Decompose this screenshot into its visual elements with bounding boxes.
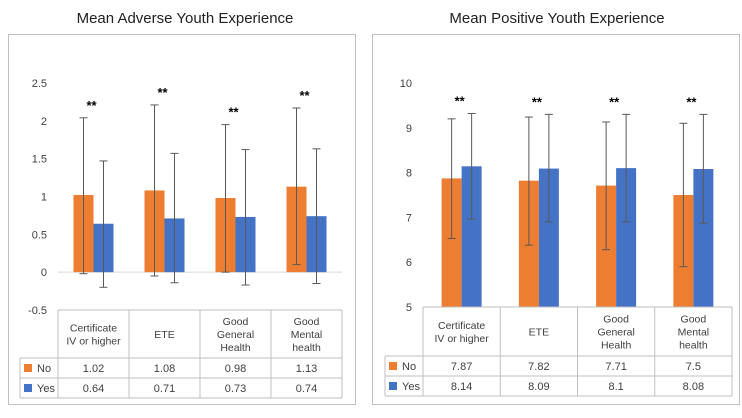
y-tick-label: 10 xyxy=(400,78,412,90)
table-value-no: 1.02 xyxy=(83,363,104,375)
category-label: General xyxy=(597,327,634,339)
table-value-no: 1.13 xyxy=(296,363,317,375)
table-value-no: 0.98 xyxy=(225,363,246,375)
y-tick-label: 8 xyxy=(406,168,412,180)
table-value-yes: 8.09 xyxy=(528,381,549,393)
category-label: Mental xyxy=(291,329,323,341)
category-label: Certificate xyxy=(438,320,485,332)
chart-frame xyxy=(8,34,356,405)
significance-marker: ** xyxy=(455,93,466,108)
y-tick-label: 6 xyxy=(406,257,412,269)
significance-marker: ** xyxy=(86,98,97,113)
table-value-yes: 0.71 xyxy=(154,383,175,395)
y-tick-label: 7 xyxy=(406,212,412,224)
chart-frame xyxy=(372,34,740,405)
table-value-yes: 8.1 xyxy=(608,381,623,393)
table-value-yes: 8.14 xyxy=(451,381,472,393)
category-label: IV or higher xyxy=(434,333,489,345)
legend-label-no: No xyxy=(37,363,51,375)
table-value-no: 7.5 xyxy=(686,361,701,373)
category-label: IV or higher xyxy=(66,336,121,348)
y-tick-label: 5 xyxy=(406,302,412,314)
y-tick-label: 1.5 xyxy=(32,154,47,166)
y-tick-label: 9 xyxy=(406,123,412,135)
legend-key-yes xyxy=(389,382,397,390)
legend-key-yes xyxy=(24,384,32,392)
y-tick-label: 1 xyxy=(41,192,47,204)
bar-yes-2 xyxy=(538,168,559,307)
y-tick-label: 2.5 xyxy=(32,78,47,90)
category-label: Certificate xyxy=(70,323,117,335)
y-tick-label: 0.5 xyxy=(32,229,47,241)
table-value-yes: 0.74 xyxy=(296,383,317,395)
adverse-experience-chart: Mean Adverse Youth Experience -0.5 0 0.5 1 1… xyxy=(0,0,370,418)
category-label: Good xyxy=(223,316,249,328)
significance-marker: ** xyxy=(686,94,697,109)
table-value-no: 7.71 xyxy=(605,361,626,373)
chart-title: Mean Adverse Youth Experience xyxy=(76,10,294,27)
table-value-yes: 0.73 xyxy=(225,383,246,395)
bar-yes-3 xyxy=(616,168,637,307)
significance-marker: ** xyxy=(609,94,620,109)
legend-label-yes: Yes xyxy=(402,381,420,393)
bar-yes-1 xyxy=(461,166,482,307)
significance-marker: ** xyxy=(532,94,543,109)
category-label: Good xyxy=(681,314,707,326)
legend-key-no xyxy=(389,362,397,370)
significance-marker: ** xyxy=(299,88,310,103)
category-label: ETE xyxy=(529,327,549,339)
significance-marker: ** xyxy=(228,105,239,120)
table-value-yes: 0.64 xyxy=(83,383,104,395)
legend-label-no: No xyxy=(402,361,416,373)
positive-experience-chart: Mean Positive Youth Experience 5 6 7 8 9 10 **… xyxy=(372,0,742,418)
legend-key-no xyxy=(24,364,32,372)
table-value-yes: 8.08 xyxy=(683,381,704,393)
table-value-no: 1.08 xyxy=(154,363,175,375)
category-label: health xyxy=(292,342,321,354)
y-tick-label: 2 xyxy=(41,116,47,128)
category-label: ETE xyxy=(154,329,174,341)
category-label: General xyxy=(217,329,254,341)
category-label: Good xyxy=(603,314,629,326)
y-tick-label: 0 xyxy=(41,267,47,279)
table-value-no: 7.82 xyxy=(528,361,549,373)
y-tick-label: -0.5 xyxy=(28,305,47,317)
category-label: health xyxy=(679,340,708,352)
bar-yes-4 xyxy=(693,169,714,307)
category-label: Health xyxy=(220,342,251,354)
category-label: Mental xyxy=(678,327,710,339)
legend-label-yes: Yes xyxy=(37,383,55,395)
category-label: Health xyxy=(601,340,632,352)
category-label: Good xyxy=(294,316,320,328)
bar-no-1 xyxy=(441,178,462,307)
chart-title: Mean Positive Youth Experience xyxy=(449,10,665,27)
table-value-no: 7.87 xyxy=(451,361,472,373)
significance-marker: ** xyxy=(157,85,168,100)
